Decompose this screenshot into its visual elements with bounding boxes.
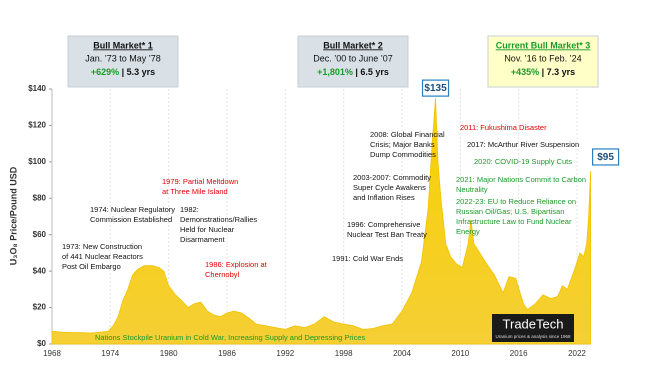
x-tick-label: 1980: [160, 349, 178, 358]
bull-market-duration: 5.3 yrs: [127, 67, 156, 77]
logo-tagline: Uranium prices & analysis since 1968: [495, 334, 571, 339]
x-tick-label: 1992: [276, 349, 294, 358]
annotation-line: Commission Established: [90, 215, 172, 224]
bull-market-gain: +1,801%: [317, 67, 353, 77]
y-axis-label: U₃O₈ Price/Pound USD: [8, 166, 18, 265]
peak-callout: [591, 148, 620, 166]
annotation-line: 2011: Fukushima Disaster: [460, 123, 547, 132]
annotation-line: 1991: Cold War Ends: [332, 254, 403, 263]
peak-label: $95: [597, 152, 614, 163]
annotation-line: Held for Nuclear: [180, 225, 235, 234]
bull-market-gain: +629%: [91, 67, 119, 77]
annotation: 2008: Global Financial Crisis; Major Bank…: [370, 130, 445, 159]
bull-market-box: [487, 35, 599, 88]
annotation: 1979: Partial Meltdown at Three Mile Isla…: [162, 177, 238, 196]
peak-label: $135: [424, 83, 447, 94]
separator: |: [119, 67, 127, 77]
y-tick-label: $60: [33, 230, 47, 239]
annotation: 1982: Demonstrations/Rallies Held for Nucl…: [180, 205, 257, 244]
x-tick-label: 2010: [451, 349, 469, 358]
annotation-line: 1979: Partial Meltdown: [162, 177, 238, 186]
y-tick-label: $100: [28, 157, 46, 166]
annotation-line: Nations Stockpile Uranium in Cold War, I…: [95, 333, 366, 342]
y-tick-label: $140: [28, 84, 46, 93]
annotation-line: 1973: New Construction: [62, 242, 142, 251]
bull-market-gain-line: +435% | 7.3 yrs: [511, 67, 575, 77]
annotation-line: at Three Mile Island: [162, 187, 228, 196]
annotation-line: Dump Commodities: [370, 150, 436, 159]
annotation: Nations Stockpile Uranium in Cold War, I…: [95, 333, 366, 342]
separator: |: [353, 67, 361, 77]
annotation: 1991: Cold War Ends: [332, 254, 403, 263]
logo-box: [492, 314, 574, 342]
logo-name: TradeTech: [503, 316, 564, 331]
bull-market-dates: Jan. ’73 to May ’78: [85, 53, 161, 63]
bull-market-gain-line: +1,801% | 6.5 yrs: [317, 67, 389, 77]
bull-market-duration: 6.5 yrs: [360, 67, 389, 77]
annotation: 2021: Major Nations Commit to Carbon Neut…: [456, 175, 586, 194]
annotation-line: of 441 Nuclear Reactors: [62, 252, 143, 261]
bull-market-title: Bull Market* 2: [323, 40, 383, 50]
y-tick-label: $20: [33, 303, 47, 312]
x-tick-label: 1968: [43, 349, 61, 358]
annotation: 1986: Explosion at Chernobyl: [205, 260, 268, 279]
y-tick-label: $0: [37, 339, 46, 348]
annotation-line: 1982:: [180, 205, 199, 214]
bull-market-box: [67, 35, 179, 88]
annotation-line: 2022-23: EU to Reduce Reliance on: [456, 197, 576, 206]
y-tick-label: $120: [28, 121, 46, 130]
annotation-line: Post Oil Embargo: [62, 262, 121, 271]
annotation-line: 2020: COVID-19 Supply Cuts: [474, 157, 572, 166]
x-tick-label: 2022: [568, 349, 586, 358]
annotation-line: Infrastructure Law to Fund Nuclear: [456, 217, 572, 226]
separator: |: [539, 67, 547, 77]
y-tick-label: $40: [33, 266, 47, 275]
bull-market-title: Bull Market* 1: [93, 40, 153, 50]
annotation-line: Neutrality: [456, 185, 488, 194]
peak-callout: [421, 79, 450, 97]
annotation-line: 2008: Global Financial: [370, 130, 445, 139]
annotation-line: Crisis; Major Banks: [370, 140, 435, 149]
bull-market-duration: 7.3 yrs: [547, 67, 576, 77]
annotation: 2003-2007: Commodity Super Cycle Awakens a…: [353, 173, 431, 202]
annotation-line: 1986: Explosion at: [205, 260, 268, 269]
annotation-line: and Inflation Rises: [353, 193, 415, 202]
annotation-line: 2017: McArthur River Suspension: [467, 140, 579, 149]
annotation-line: Super Cycle Awakens: [353, 183, 426, 192]
x-tick-label: 1986: [218, 349, 236, 358]
annotation: 1996: Comprehensive Nuclear Test Ban Trea…: [347, 220, 427, 239]
annotation: 1974: Nuclear Regulatory Commission Estab…: [90, 205, 175, 224]
annotation-line: Disarmament: [180, 235, 226, 244]
annotation: 1973: New Construction of 441 Nuclear Rea…: [62, 242, 143, 271]
annotation-line: 1974: Nuclear Regulatory: [90, 205, 175, 214]
x-tick-label: 2016: [510, 349, 528, 358]
bull-market-gain-line: +629% | 5.3 yrs: [91, 67, 155, 77]
bull-market-title: Current Bull Market* 3: [496, 40, 591, 50]
price-area: [51, 98, 591, 345]
annotation-line: Demonstrations/Rallies: [180, 215, 257, 224]
annotation: 2011: Fukushima Disaster: [460, 123, 547, 132]
annotation-line: 2021: Major Nations Commit to Carbon: [456, 175, 586, 184]
x-tick-label: 1974: [101, 349, 119, 358]
bull-market-dates: Dec. ’00 to June ’07: [313, 53, 393, 63]
bull-market-gain: +435%: [511, 67, 539, 77]
x-tick-label: 1998: [335, 349, 353, 358]
annotation-line: Energy: [456, 227, 480, 236]
annotation-line: Nuclear Test Ban Treaty: [347, 230, 427, 239]
annotation: 2022-23: EU to Reduce Reliance on Russian…: [456, 197, 576, 236]
annotation-line: 2003-2007: Commodity: [353, 173, 431, 182]
annotation-line: Russian Oil/Gas; U.S. Bipartisan: [456, 207, 564, 216]
annotation-line: Chernobyl: [205, 270, 240, 279]
annotation: 2017: McArthur River Suspension: [467, 140, 579, 149]
annotation: 2020: COVID-19 Supply Cuts: [474, 157, 572, 166]
annotation-line: 1996: Comprehensive: [347, 220, 420, 229]
y-tick-label: $80: [33, 193, 47, 202]
x-tick-label: 2004: [393, 349, 411, 358]
bull-market-dates: Nov. ’16 to Feb. ’24: [504, 53, 581, 63]
bull-market-box: [297, 35, 409, 88]
